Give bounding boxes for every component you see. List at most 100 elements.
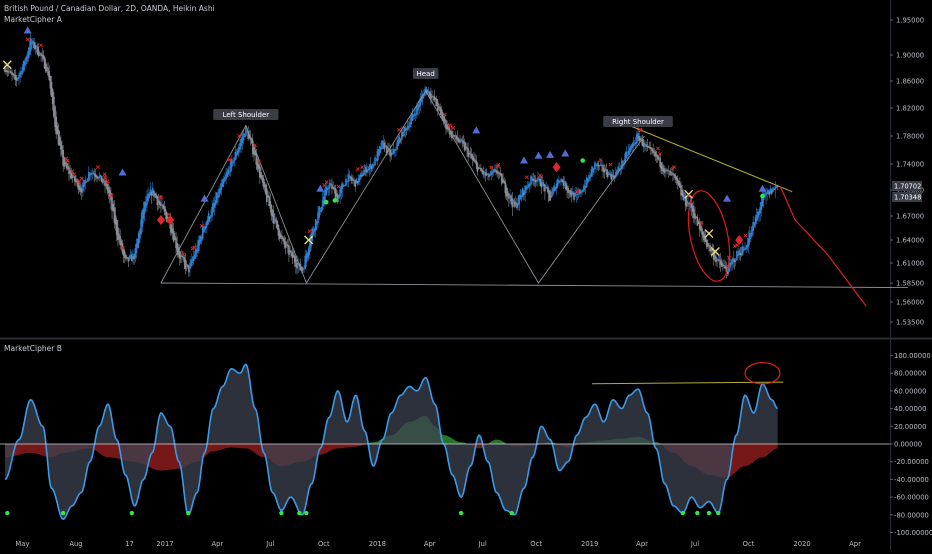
candle-body [324, 189, 326, 201]
candle-body [131, 256, 133, 262]
candle-body [468, 152, 471, 155]
candle-body [25, 57, 27, 65]
candle-body [10, 71, 12, 74]
candle-body [662, 168, 665, 172]
candle-body [235, 153, 238, 156]
candle-body [744, 247, 746, 250]
candle-body [264, 184, 267, 194]
neckline [160, 282, 908, 289]
candle-body [182, 256, 184, 258]
candle-body [226, 171, 229, 177]
candle-body [278, 230, 281, 239]
oscillator-green-dot [297, 510, 302, 516]
candle-body [511, 198, 514, 208]
time-tick-label: 17 [125, 540, 134, 548]
candle-body [55, 116, 57, 135]
candle-body [277, 224, 280, 236]
candle-body [442, 116, 445, 123]
candle-body [445, 120, 447, 129]
price-tick-label: 1.58500 [896, 280, 924, 288]
candle-body [748, 232, 751, 243]
candle-body [266, 188, 268, 202]
candle-body [366, 169, 368, 173]
candle-body [353, 179, 355, 181]
candle-body [28, 47, 31, 55]
candle-body [340, 186, 343, 194]
candle-body [412, 114, 415, 118]
candle-body [224, 176, 226, 182]
candle-body [640, 138, 643, 140]
small-red-signal [447, 123, 452, 128]
candle-body [119, 236, 121, 246]
price-tick-label: 1.74000 [896, 161, 924, 169]
cross-marker [304, 235, 314, 245]
candle-body [373, 164, 375, 166]
candle-body [531, 177, 533, 181]
candle-body [565, 182, 567, 190]
small-red-signal [608, 162, 613, 167]
candle-body [732, 258, 735, 262]
candle-body [519, 194, 522, 200]
candle-body [695, 216, 697, 218]
candle-body [86, 178, 89, 182]
candle-body [19, 71, 21, 77]
candle-body [269, 200, 272, 209]
candle-body [44, 62, 47, 72]
candle-body [246, 131, 248, 132]
candle-body [314, 219, 317, 231]
candle-body [480, 168, 482, 172]
candle-body [622, 164, 624, 165]
green-dot-marker [323, 199, 329, 205]
price-tick-label: 1.67000 [896, 213, 924, 221]
candle-body [22, 60, 25, 71]
candle-body [14, 74, 17, 80]
candle-body [534, 179, 537, 183]
candle-body [149, 189, 152, 196]
candle-body [467, 148, 469, 158]
candle-body [197, 240, 199, 252]
small-red-signal [598, 158, 603, 162]
candle-body [219, 188, 222, 193]
small-red-signal [672, 165, 677, 169]
candle-body [160, 203, 162, 207]
candle-body [569, 190, 572, 195]
candle-body [134, 248, 137, 258]
candle-body [690, 203, 693, 208]
candle-body [764, 194, 766, 197]
candle-body [428, 91, 431, 97]
candle-body [743, 249, 745, 251]
time-tick-label: Apr [424, 540, 436, 548]
candle-body [525, 186, 528, 190]
candle-body [558, 180, 560, 184]
candle-body [463, 142, 466, 151]
candle-body [687, 202, 689, 204]
candle-body [262, 177, 265, 187]
candle-body [240, 139, 243, 147]
candle-body [192, 256, 195, 262]
candle-body [660, 162, 663, 169]
symbol-title: British Pound / Canadian Dollar, 2D, OAN… [4, 4, 215, 13]
candle-body [129, 254, 132, 258]
head-and-shoulders-outline [160, 90, 645, 285]
candle-body [459, 140, 461, 143]
candle-body [120, 240, 123, 246]
candle-body [476, 162, 479, 172]
candle-body [420, 95, 423, 102]
candle-body [626, 154, 629, 156]
candle-body [104, 180, 106, 187]
candle-body [547, 187, 550, 194]
candle-body [206, 219, 209, 225]
candle-body [290, 251, 293, 253]
candle-body [720, 262, 723, 267]
candle-body [567, 188, 569, 194]
candle-body [591, 166, 594, 173]
candle-body [254, 151, 256, 156]
candle-body [456, 137, 459, 141]
candle-body [610, 174, 613, 180]
signal-markers [2, 26, 767, 260]
candle-body [623, 160, 625, 165]
candle-body [589, 175, 592, 178]
candle-body [752, 221, 754, 231]
